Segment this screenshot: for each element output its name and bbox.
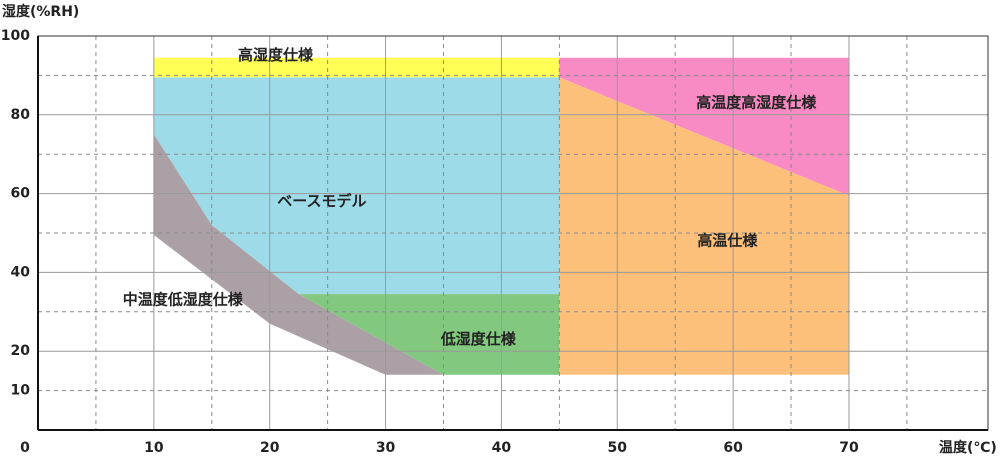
region-label: 高湿度仕様 bbox=[238, 46, 314, 64]
region-1 bbox=[153, 57, 560, 78]
axis-ticks: 0 10 20 30 40 50 60 70 10 20 40 60 80 100 bbox=[1, 28, 859, 456]
region-4 bbox=[559, 77, 849, 375]
region-label: ベースモデル bbox=[277, 192, 366, 210]
region-label: 中温度低湿度仕様 bbox=[123, 290, 244, 308]
x-tick-label: 20 bbox=[260, 440, 280, 456]
x-tick-label: 0 bbox=[20, 440, 30, 456]
y-tick-label: 40 bbox=[11, 264, 31, 280]
region-label: 低湿度仕様 bbox=[440, 330, 517, 348]
region-label: 高温度高湿度仕様 bbox=[696, 93, 817, 111]
x-tick-label: 40 bbox=[492, 440, 512, 456]
plot-frame bbox=[37, 35, 989, 431]
region-5 bbox=[298, 294, 560, 375]
y-tick-label: 10 bbox=[11, 383, 31, 399]
x-tick-label: 30 bbox=[376, 440, 396, 456]
y-axis-title: 湿度(%RH) bbox=[2, 3, 79, 20]
x-tick-label: 60 bbox=[723, 440, 743, 456]
region-3 bbox=[559, 57, 849, 196]
chart-regions bbox=[153, 57, 849, 375]
chart-grid bbox=[38, 35, 989, 430]
y-tick-label: 100 bbox=[1, 28, 30, 44]
x-axis-title: 温度(℃) bbox=[939, 439, 997, 456]
y-tick-label: 60 bbox=[11, 186, 31, 202]
y-tick-label: 80 bbox=[11, 107, 31, 123]
region-2 bbox=[153, 77, 560, 295]
x-tick-label: 10 bbox=[144, 440, 164, 456]
region-label: 高温仕様 bbox=[697, 231, 758, 249]
x-tick-label: 50 bbox=[608, 440, 628, 456]
y-tick-label: 20 bbox=[11, 343, 31, 359]
x-tick-label: 70 bbox=[839, 440, 859, 456]
